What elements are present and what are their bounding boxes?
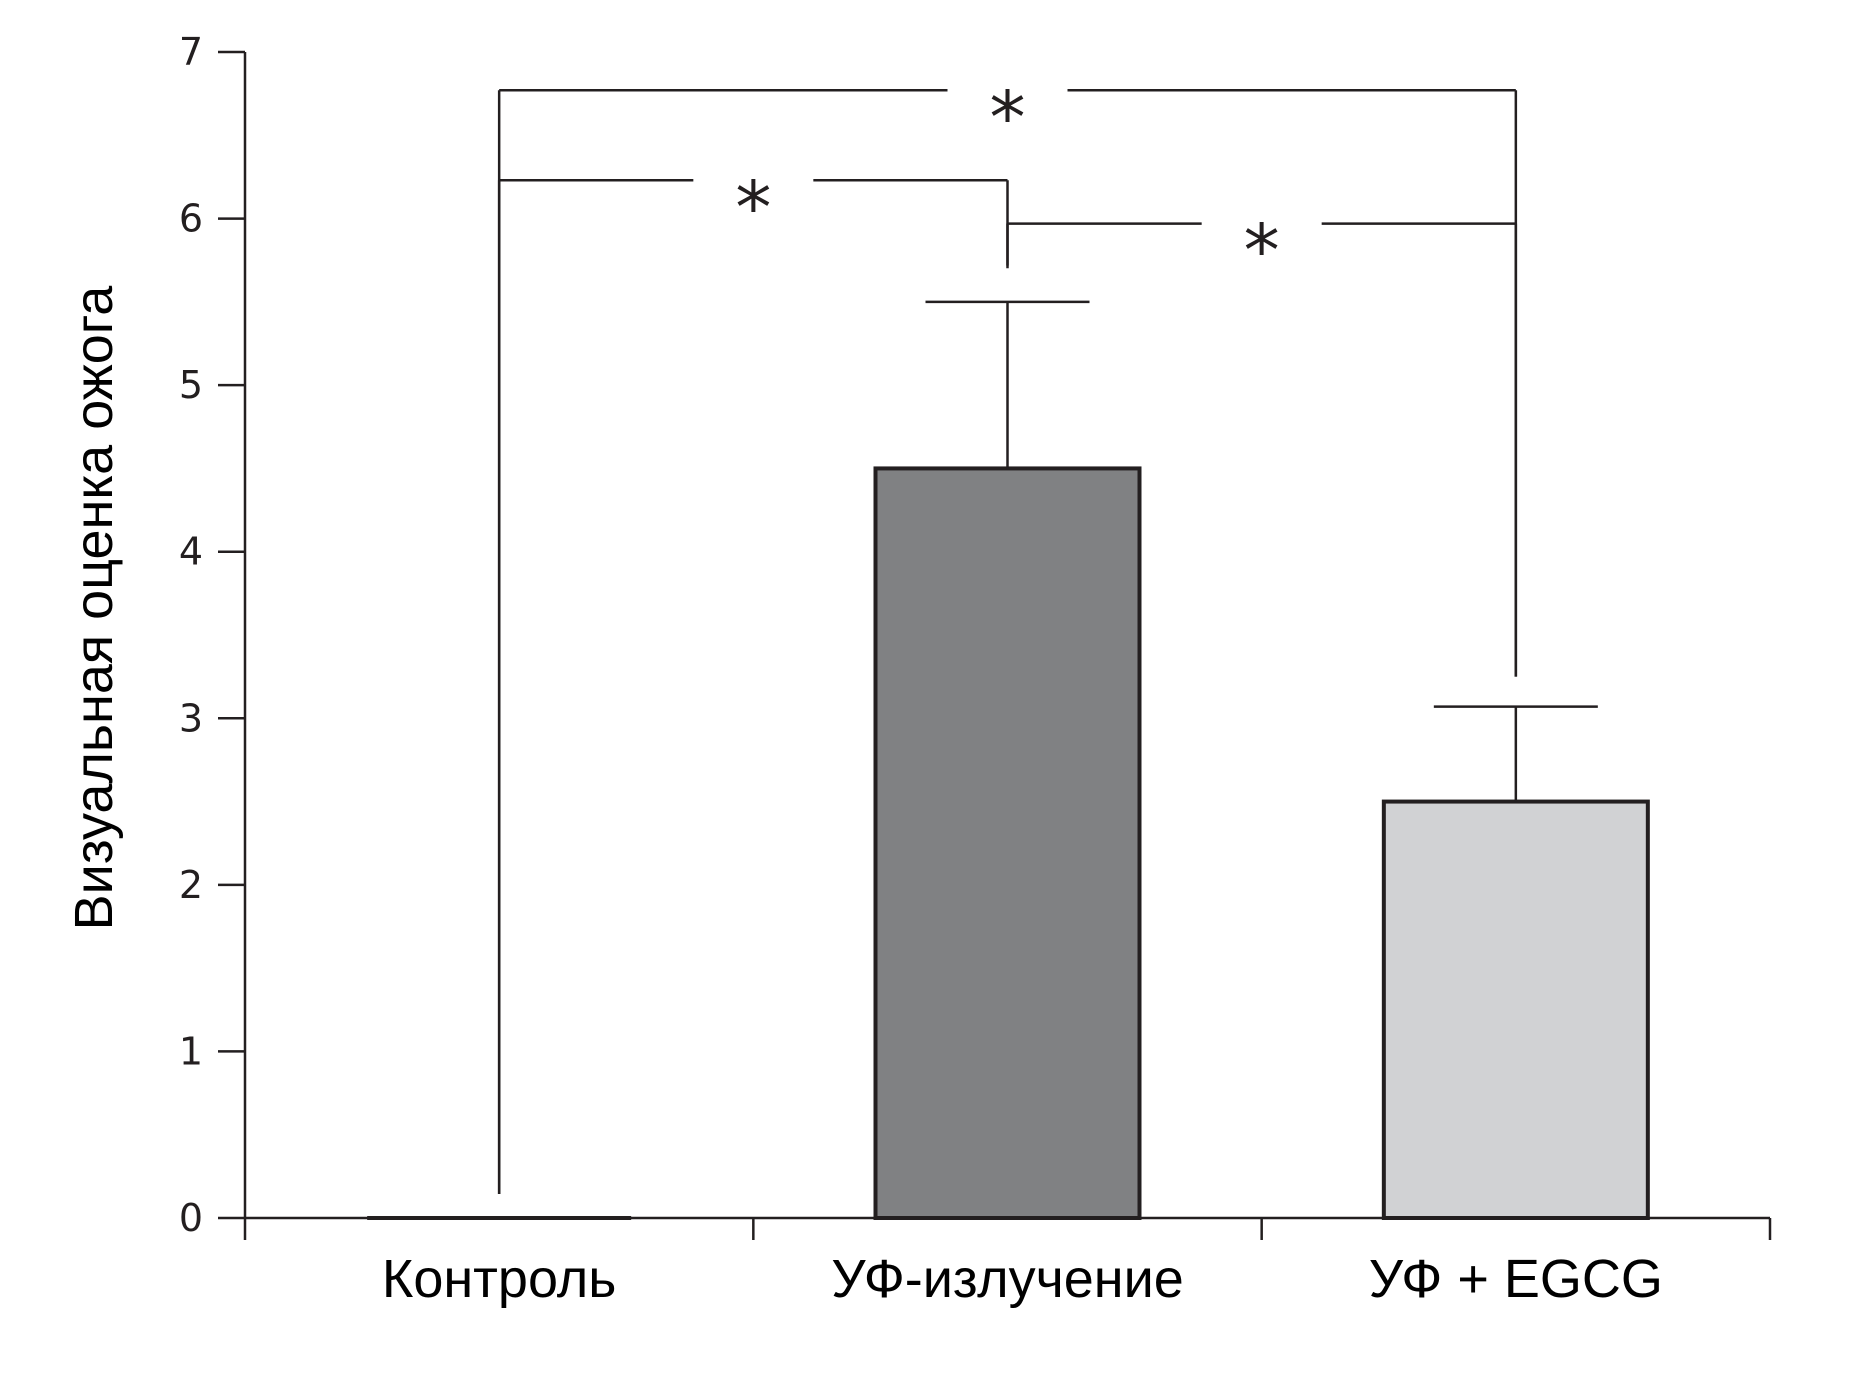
significance-star-0: * [990,75,1026,159]
y-tick-label: 2 [179,863,203,907]
significance-star-1: * [735,165,771,249]
bar-1 [873,466,1142,1220]
y-tick-label: 0 [179,1196,203,1240]
bar-2 [1381,799,1650,1220]
category-label-2: УФ + EGCG [1369,1249,1663,1309]
y-tick-label: 1 [179,1029,203,1073]
category-label-1: УФ-излучение [831,1249,1184,1309]
y-tick-label: 5 [179,363,203,407]
significance-star-2: * [1244,209,1280,293]
y-axis-title: Визуальная оценка ожога [64,285,124,931]
y-tick-label: 3 [179,696,203,740]
y-tick-label: 7 [179,30,203,74]
category-label-0: Контроль [382,1249,617,1309]
y-tick-label: 6 [179,197,203,241]
y-tick-label: 4 [179,530,203,574]
